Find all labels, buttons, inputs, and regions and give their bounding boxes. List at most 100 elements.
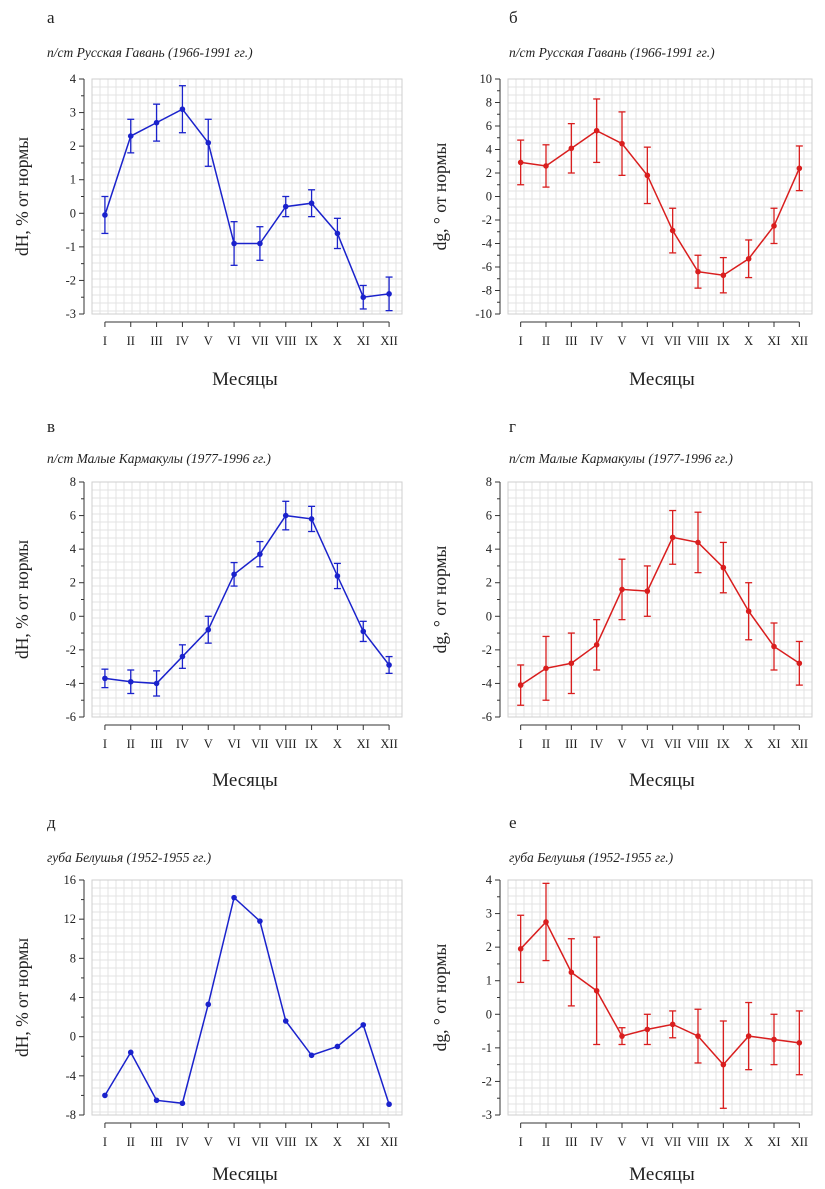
y-tick-label: 8	[486, 475, 492, 489]
y-tick-label: -8	[66, 1108, 76, 1122]
data-point	[334, 1043, 341, 1050]
x-tick-label: VIII	[687, 737, 709, 751]
x-tick-label: IV	[176, 334, 189, 348]
data-point	[720, 272, 727, 279]
data-point	[771, 643, 777, 650]
data-point	[334, 573, 341, 579]
y-tick-label: 2	[486, 940, 492, 954]
data-point	[102, 1092, 108, 1099]
x-tick-label: V	[204, 334, 213, 348]
x-tick-label: III	[565, 1135, 578, 1149]
data-point	[153, 1097, 160, 1104]
panel-subtitle: губа Белушья (1952-1955 гг.)	[47, 850, 212, 865]
data-point	[720, 564, 727, 571]
data-point	[695, 1033, 701, 1039]
data-point	[543, 919, 549, 925]
series	[101, 500, 393, 697]
y-tick-label: -4	[482, 676, 493, 690]
data-point	[127, 1049, 134, 1056]
x-tick-label: VII	[251, 1135, 268, 1149]
y-tick-label: 8	[70, 951, 76, 965]
plot-frame	[507, 481, 813, 718]
x-tick-label: VII	[251, 334, 268, 348]
x-tick-label: XII	[791, 334, 808, 348]
y-tick-label: 6	[70, 509, 76, 523]
x-axis-label: Месяцы	[629, 1164, 695, 1185]
panel-3: в п/ст Малые Кармакулы (1977-1996 гг.) 8 6 4…	[12, 417, 403, 791]
y-tick-label: -2	[482, 1074, 492, 1088]
panel-1: а п/ст Русская Гавань (1966-1991 гг.) 4 3 2 1…	[12, 8, 403, 390]
data-point	[771, 223, 777, 229]
x-tick-label: III	[150, 334, 163, 348]
data-point	[669, 1021, 676, 1028]
y-tick-label: -1	[66, 240, 76, 254]
data-point	[771, 1036, 777, 1043]
x-tick-label: VI	[227, 737, 240, 751]
y-tick-label: 6	[486, 509, 492, 523]
panel-6: е губа Белушья (1952-1955 гг.) 4 3 2 1 0 -1 -2 -3…	[430, 813, 813, 1185]
x-tick-label: XI	[357, 334, 370, 348]
data-point	[644, 172, 651, 179]
y-tick-label: 2	[486, 576, 492, 590]
x-tick-label: II	[542, 1135, 550, 1149]
x-tick-label: XI	[767, 737, 780, 751]
y-tick-label: 3	[486, 907, 492, 921]
x-tick-label: VII	[251, 737, 268, 751]
data-point	[517, 159, 524, 166]
x-tick-label: V	[204, 737, 213, 751]
data-point	[153, 680, 160, 687]
panel-2: б п/ст Русская Гавань (1966-1991 гг.) 10 8 6…	[430, 8, 813, 390]
plot-frame	[91, 78, 403, 315]
x-tick-label: I	[519, 1135, 523, 1149]
series	[517, 98, 803, 294]
data-point	[386, 291, 392, 297]
x-axis-label: Месяцы	[629, 369, 695, 390]
y-tick-label: -2	[66, 643, 76, 657]
data-point	[745, 1033, 752, 1039]
grid	[507, 481, 813, 717]
x-axis-label: Месяцы	[212, 369, 278, 390]
data-point	[796, 1040, 803, 1046]
x-tick-label: V	[204, 1135, 213, 1149]
x-tick-label: VIII	[687, 334, 709, 348]
y-tick-label: 2	[70, 576, 76, 590]
y-tick-label: -6	[482, 260, 492, 274]
data-point	[543, 163, 549, 169]
data-point	[127, 133, 134, 139]
data-point	[179, 653, 186, 660]
x-tick-label: VIII	[275, 334, 297, 348]
y-tick-label: 8	[486, 96, 492, 110]
y-axis-label: dg, ° от нормы	[430, 943, 450, 1051]
series	[102, 894, 392, 1108]
y-tick-label: 8	[70, 475, 76, 489]
y-tick-label: 2	[486, 166, 492, 180]
x-tick-label: IV	[590, 1135, 603, 1149]
y-tick-label: -2	[482, 213, 492, 227]
panel-subtitle: п/ст Русская Гавань (1966-1991 гг.)	[47, 45, 253, 60]
grid	[91, 78, 402, 314]
grid	[91, 481, 402, 717]
grid	[91, 879, 402, 1115]
y-tick-label: 6	[486, 119, 492, 133]
y-tick-label: -3	[482, 1108, 492, 1122]
x-tick-label: IX	[717, 737, 730, 751]
y-tick-label: -1	[482, 1041, 492, 1055]
y-tick-label: 4	[486, 143, 493, 157]
data-point	[231, 240, 237, 247]
x-tick-label: VI	[641, 1135, 654, 1149]
data-point	[282, 1018, 289, 1024]
x-tick-label: VI	[227, 1135, 240, 1149]
y-tick-label: 3	[70, 106, 76, 120]
data-point	[386, 662, 392, 668]
x-tick-label: VIII	[275, 737, 297, 751]
panel-subtitle: п/ст Малые Кармакулы (1977-1996 гг.)	[509, 451, 733, 466]
x-tick-label: VIII	[275, 1135, 297, 1149]
data-point	[644, 588, 651, 594]
data-point	[796, 165, 803, 172]
y-tick-label: -4	[66, 676, 77, 690]
data-point	[568, 969, 575, 976]
y-axis-label: dg, ° от нормы	[430, 142, 450, 250]
series	[101, 85, 393, 312]
series-line	[520, 129, 801, 277]
